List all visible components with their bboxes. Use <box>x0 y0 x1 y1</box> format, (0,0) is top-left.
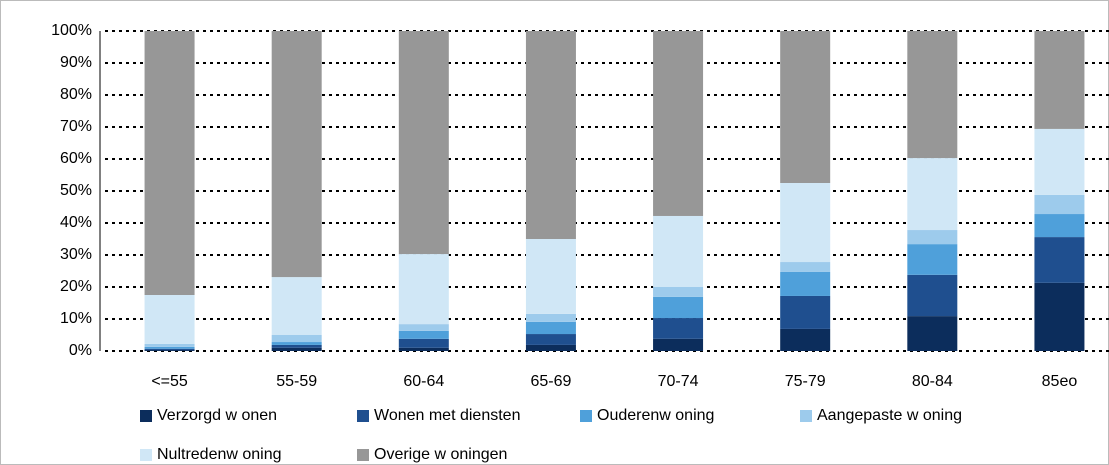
y-tick-label: 30% <box>60 246 92 263</box>
x-tick-label: 80-84 <box>912 373 953 390</box>
bar-segment <box>653 287 704 297</box>
bar-segment <box>144 295 195 344</box>
x-tick-label: 60-64 <box>403 373 444 390</box>
bar-segment <box>1034 282 1085 351</box>
x-tick-label: 65-69 <box>530 373 571 390</box>
y-tick-label: 0% <box>69 342 92 359</box>
bar-segment <box>271 344 322 348</box>
bar-segment <box>1034 31 1085 129</box>
legend-label: Nultredenw oning <box>157 446 282 463</box>
bar-segment <box>271 277 322 335</box>
bar-segment <box>653 296 704 319</box>
bar-segment <box>780 31 831 183</box>
y-tick-label: 60% <box>60 150 92 167</box>
bar-segment <box>907 244 958 275</box>
bar-segment <box>271 342 322 345</box>
x-tick-label: <=55 <box>151 373 188 390</box>
bar-segment <box>525 344 576 351</box>
bar-segment <box>525 321 576 335</box>
legend-swatch <box>580 410 592 422</box>
bar-segment <box>398 31 449 255</box>
legend-label: Ouderenw oning <box>597 407 714 424</box>
bar-segment <box>398 338 449 348</box>
legend-swatch <box>140 449 152 461</box>
y-tick-label: 100% <box>51 22 92 39</box>
bar-segment <box>907 158 958 231</box>
legend-label: Wonen met diensten <box>374 407 520 424</box>
bar-segment <box>653 215 704 287</box>
y-tick-label: 90% <box>60 54 92 71</box>
legend-swatch <box>800 410 812 422</box>
bar-segment <box>525 239 576 314</box>
bar-segment <box>653 338 704 351</box>
bar-segment <box>653 318 704 339</box>
y-tick-label: 80% <box>60 86 92 103</box>
bar-segment <box>525 334 576 345</box>
legend-swatch <box>357 410 369 422</box>
bar-segment <box>653 31 704 216</box>
bar-segment <box>144 348 195 351</box>
bar-segment <box>398 347 449 351</box>
bar-segment <box>780 262 831 272</box>
legend-label: Verzorgd w onen <box>157 407 277 424</box>
x-tick-label: 75-79 <box>785 373 826 390</box>
bar-segment <box>780 295 831 329</box>
y-tick-label: 40% <box>60 214 92 231</box>
legend-swatch <box>140 410 152 422</box>
bar-segment <box>907 274 958 317</box>
x-tick-label: 55-59 <box>276 373 317 390</box>
bar-segment <box>398 324 449 331</box>
bar-segment <box>1034 128 1085 195</box>
bar-segment <box>398 254 449 325</box>
x-tick-label: 85eo <box>1042 373 1078 390</box>
bar-segment <box>780 271 831 296</box>
x-tick-label: 70-74 <box>658 373 699 390</box>
bar-segment <box>398 330 449 339</box>
bar-segment <box>271 347 322 351</box>
bar-segment <box>271 335 322 343</box>
bar-segment <box>907 230 958 245</box>
legend-swatch <box>357 449 369 461</box>
bar-segment <box>144 343 195 347</box>
bar-segment <box>525 313 576 322</box>
bar-segment <box>271 31 322 278</box>
y-tick-label: 70% <box>60 118 92 135</box>
legend-label: Aangepaste w oning <box>817 407 962 424</box>
bar-segment <box>1034 237 1085 283</box>
bar-segment <box>1034 194 1085 215</box>
y-tick-label: 10% <box>60 310 92 327</box>
legend-label: Overige w oningen <box>374 446 507 463</box>
y-tick-label: 50% <box>60 182 92 199</box>
bar-segment <box>144 346 195 349</box>
bar-segment <box>144 31 195 295</box>
bar-segment <box>907 31 958 159</box>
bar-segment <box>907 316 958 351</box>
bar-segment <box>144 350 195 351</box>
bar-segment <box>780 328 831 351</box>
bar-segment <box>780 183 831 263</box>
y-tick-label: 20% <box>60 278 92 295</box>
bar-segment <box>525 31 576 239</box>
bar-segment <box>1034 214 1085 238</box>
